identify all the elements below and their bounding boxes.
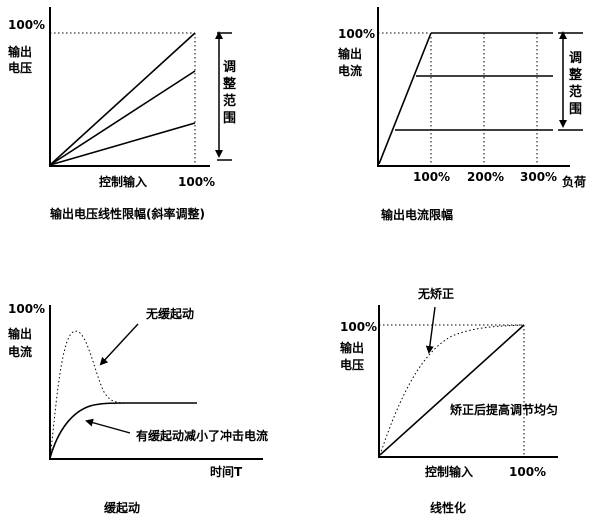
y-top-label: 100% bbox=[8, 18, 45, 32]
caption: 输出电流限幅 bbox=[381, 207, 453, 222]
x-tick-100: 100% bbox=[178, 175, 215, 189]
y-axis-label-1: 输出 bbox=[8, 44, 32, 59]
x-axis-label: 控制输入 bbox=[99, 174, 147, 189]
x-axis-label: 时间T bbox=[210, 464, 243, 479]
y-top-label: 100% bbox=[338, 27, 375, 41]
slope-line-high bbox=[49, 32, 196, 166]
annotation-uncorrected: 无矫正 bbox=[417, 286, 454, 301]
caption: 缓起动 bbox=[104, 500, 140, 515]
x-tick-200: 200% bbox=[467, 170, 504, 184]
rise-line bbox=[378, 32, 432, 165]
side-label-char-3: 范 bbox=[569, 84, 582, 100]
side-label-char-1: 调 bbox=[223, 60, 236, 75]
caption: 线性化 bbox=[430, 500, 466, 515]
soft-start-curve bbox=[49, 402, 197, 459]
slope-line-low bbox=[49, 122, 196, 166]
annotation-arrow-2 bbox=[85, 418, 131, 434]
x-tick-100: 100% bbox=[413, 170, 450, 184]
slope-line-mid bbox=[49, 70, 196, 166]
side-label-char-3: 范 bbox=[223, 93, 236, 109]
y-top-label: 100% bbox=[340, 320, 377, 334]
annotation-corrected: 矫正后提高调节均匀 bbox=[450, 402, 558, 417]
side-label-char-4: 围 bbox=[569, 102, 582, 117]
side-label-char-4: 围 bbox=[223, 111, 236, 126]
side-label-char-2: 整 bbox=[222, 76, 237, 92]
y-axis-label-2: 电压 bbox=[340, 357, 364, 372]
caption: 输出电压线性限幅(斜率调整) bbox=[50, 206, 205, 221]
annotation-soft-start: 有缓起动减小了冲击电流 bbox=[136, 428, 268, 443]
y-axis-label-2: 电流 bbox=[8, 344, 32, 359]
annotation-arrow-1 bbox=[99, 323, 139, 366]
panel-linearization: 100% 输出 电压 无矫正 矫正后提高调节均匀 控制输入 100% 线性化 bbox=[340, 286, 558, 515]
x-tick-300: 300% bbox=[520, 170, 557, 184]
y-top-label: 100% bbox=[8, 302, 45, 316]
y-axis-label-1: 输出 bbox=[8, 326, 32, 341]
x-axis-label: 控制输入 bbox=[425, 464, 473, 479]
x-tick-100: 100% bbox=[509, 465, 546, 479]
panel-voltage-limit: 100% 输出 电压 调 整 范 围 控制输入 100% 输出电压线性限幅(斜率… bbox=[8, 7, 237, 221]
panel-soft-start: 100% 输出 电流 无缓起动 有缓起动减小了冲击电流 时间T 缓起动 bbox=[8, 302, 268, 515]
side-label-char-1: 调 bbox=[569, 51, 582, 66]
y-axis-label-1: 输出 bbox=[338, 46, 362, 61]
uncorrected-curve bbox=[379, 324, 525, 456]
y-axis-label-2: 电压 bbox=[8, 60, 32, 75]
x-axis-label: 负荷 bbox=[562, 174, 586, 189]
annotation-arrow-1 bbox=[425, 306, 436, 354]
side-label-char-2: 整 bbox=[568, 67, 583, 83]
corrected-line bbox=[379, 324, 525, 456]
panel-current-limit: 100% 输出 电流 调 整 范 围 100% 200% 300% 负荷 输出电… bbox=[338, 7, 586, 222]
no-soft-start-curve bbox=[49, 330, 131, 459]
y-axis-label-2: 电流 bbox=[338, 63, 362, 78]
y-axis-label-1: 输出 bbox=[340, 340, 364, 355]
annotation-no-soft-start: 无缓起动 bbox=[145, 306, 194, 321]
